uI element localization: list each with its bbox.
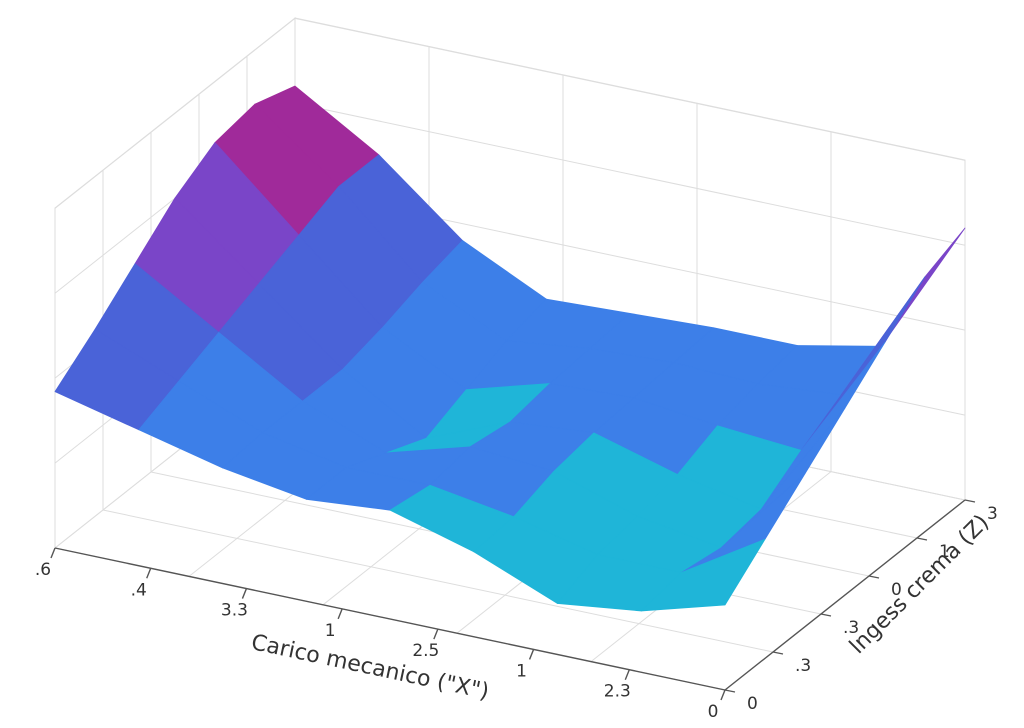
- z-tick-label: 3: [987, 504, 998, 524]
- wall-grid: [294, 17, 966, 161]
- x-tick-label: 3.3: [221, 601, 248, 621]
- surface: [54, 85, 966, 612]
- x-axis-label: Carico mecanico ("X"): [249, 630, 491, 705]
- x-tick-label: .6: [35, 560, 51, 580]
- z-tick-label: 1: [939, 542, 950, 562]
- x-tick: [146, 568, 152, 579]
- z-tick: [916, 537, 928, 541]
- x-tick: [433, 628, 439, 640]
- z-tick-label: 0: [891, 580, 902, 600]
- x-tick: [241, 588, 248, 599]
- x-tick-label: 1: [325, 621, 336, 641]
- z-tick: [964, 499, 976, 503]
- x-tick-label: 2.3: [604, 682, 631, 702]
- z-tick-label: 0: [747, 694, 758, 714]
- x-tick: [528, 649, 535, 660]
- x-tick-label: 2.5: [412, 641, 439, 661]
- wall-grid: [54, 17, 296, 209]
- x-tick: [50, 547, 56, 559]
- x-tick: [624, 669, 630, 680]
- z-tick: [820, 613, 832, 617]
- z-axis-line: [724, 499, 966, 691]
- x-tick-label: 1: [516, 661, 527, 681]
- x-tick: [720, 689, 726, 701]
- surface-patch: [640, 538, 766, 612]
- x-tick-label: .4: [131, 580, 147, 600]
- z-tick: [772, 651, 784, 655]
- z-tick: [724, 689, 736, 693]
- wall-grid: [294, 102, 966, 246]
- z-axis-label: lngess crema (Z): [845, 510, 994, 659]
- z-tick-label: .3: [795, 656, 811, 676]
- x-axis-line: [54, 547, 726, 691]
- x-tick: [337, 608, 343, 620]
- z-tick-label: .3: [843, 618, 859, 638]
- floor-grid: [102, 509, 774, 653]
- z-tick: [868, 575, 880, 579]
- x-tick-label: 0: [708, 702, 719, 722]
